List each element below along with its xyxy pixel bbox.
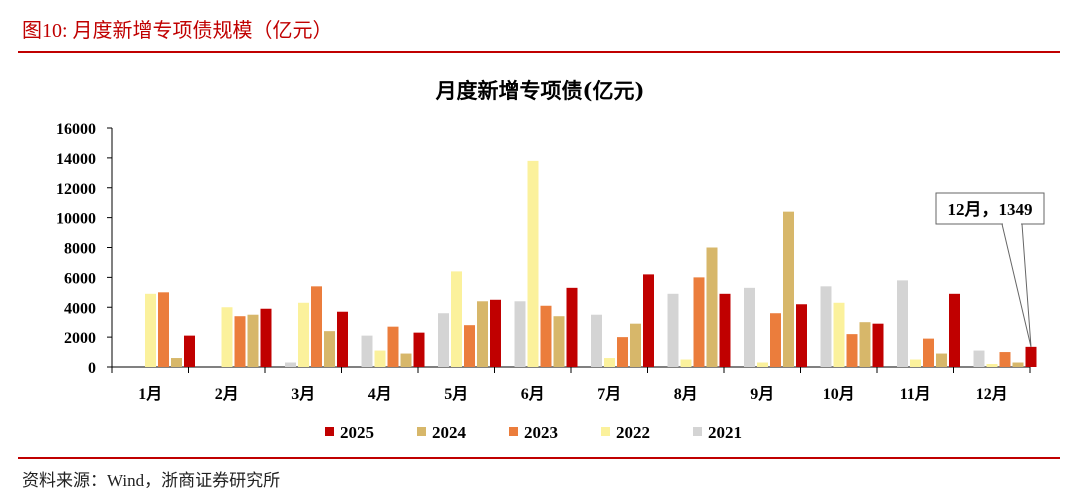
x-tick-label: 10月 [823, 385, 855, 403]
bar-2023-7月 [617, 337, 628, 367]
bar-2025-5月 [490, 299, 501, 367]
x-tick-label: 3月 [291, 385, 315, 403]
x-tick-label: 4月 [368, 385, 392, 403]
bar-2022-3月 [298, 302, 309, 367]
bar-2023-12月 [999, 352, 1011, 367]
bar-2025-1月 [184, 335, 195, 367]
bar-2024-7月 [630, 323, 641, 367]
top-rule [18, 51, 1060, 53]
y-tick-label: 8000 [64, 241, 96, 258]
bar-2024-12月 [1012, 362, 1024, 367]
figure-title: 图10: 月度新增专项债规模（亿元） [22, 20, 333, 42]
y-tick-label: 2000 [64, 330, 96, 347]
bar-2024-9月 [783, 211, 794, 367]
bar-2021-8月 [667, 293, 679, 367]
bar-2021-4月 [361, 335, 373, 367]
x-tick-label: 11月 [900, 385, 931, 403]
bar-2025-2月 [260, 308, 272, 367]
bar-2023-9月 [770, 313, 781, 367]
bar-2024-1月 [171, 358, 182, 367]
y-tick-label: 0 [88, 360, 96, 377]
y-tick-label: 12000 [56, 181, 96, 198]
bar-2024-8月 [706, 247, 718, 367]
x-tick-label: 1月 [138, 385, 162, 403]
legend-label-2022: 2022 [616, 423, 650, 442]
bar-2022-6月 [527, 160, 539, 367]
bar-2025-12月 [1025, 346, 1037, 367]
bar-2024-5月 [477, 301, 488, 367]
x-tick-label: 7月 [597, 385, 621, 403]
bar-2023-5月 [464, 325, 475, 367]
bar-2024-4月 [400, 353, 412, 367]
bar-2022-10月 [833, 302, 845, 367]
bar-2025-7月 [643, 274, 654, 367]
bar-2025-8月 [719, 293, 731, 367]
bar-2023-2月 [234, 316, 246, 367]
y-tick-label: 10000 [56, 211, 96, 228]
y-tick-label: 6000 [64, 270, 96, 287]
bar-2024-2月 [247, 314, 259, 367]
chart-title: 月度新增专项债(亿元) [435, 78, 645, 103]
x-tick-label: 12月 [976, 385, 1008, 403]
bar-2022-12月 [986, 364, 998, 367]
y-tick-label: 14000 [56, 151, 96, 168]
bottom-rule [18, 457, 1060, 459]
bar-2022-7月 [604, 358, 615, 367]
bar-2025-9月 [796, 304, 807, 367]
legend-label-2025: 2025 [340, 423, 374, 442]
bar-2024-10月 [859, 322, 871, 367]
x-tick-label: 2月 [215, 385, 239, 403]
bar-2022-5月 [451, 271, 462, 367]
bar-2021-5月 [438, 313, 449, 367]
bar-2021-9月 [744, 287, 755, 367]
x-tick-label: 5月 [444, 385, 468, 403]
bar-2022-4月 [374, 350, 386, 367]
bar-2023-11月 [923, 338, 934, 367]
bar-2021-3月 [285, 362, 296, 367]
annotation-label: 12月，1349 [948, 200, 1033, 219]
bar-2023-6月 [540, 305, 552, 367]
bar-2025-6月 [566, 287, 578, 367]
legend-label-2021: 2021 [708, 423, 742, 442]
bar-2022-1月 [145, 293, 156, 367]
bar-2023-1月 [158, 292, 169, 367]
source-note: 资料来源：Wind，浙商证券研究所 [22, 471, 281, 490]
bar-2023-4月 [387, 326, 399, 367]
bar-2021-11月 [897, 280, 908, 367]
bar-2022-8月 [680, 359, 692, 367]
x-tick-label: 6月 [521, 385, 545, 403]
legend-label-2023: 2023 [524, 423, 558, 442]
bar-2024-3月 [324, 331, 335, 367]
x-tick-label: 9月 [750, 385, 774, 403]
bar-2022-11月 [910, 359, 921, 367]
y-tick-label: 4000 [64, 300, 96, 317]
bar-2023-8月 [693, 277, 705, 367]
legend-swatch-2021 [693, 427, 702, 436]
bar-2021-12月 [973, 350, 985, 367]
bar-2023-10月 [846, 334, 858, 367]
annotation-box [935, 192, 1045, 225]
legend-swatch-2025 [325, 427, 334, 436]
legend-swatch-2022 [601, 427, 610, 436]
y-tick-label: 16000 [56, 121, 96, 138]
bar-2025-10月 [872, 323, 884, 367]
legend-label-2024: 2024 [432, 423, 467, 442]
bar-2021-7月 [591, 314, 602, 367]
x-tick-label: 8月 [674, 385, 698, 403]
bar-2023-3月 [311, 286, 322, 367]
bar-2022-2月 [221, 307, 233, 367]
bar-2024-11月 [936, 353, 947, 367]
bar-2021-10月 [820, 286, 832, 367]
bar-2022-9月 [757, 362, 768, 367]
bar-2024-6月 [553, 316, 565, 367]
bar-2025-3月 [337, 311, 348, 367]
bar-2025-11月 [949, 293, 960, 367]
bar-2025-4月 [413, 332, 425, 367]
legend-swatch-2024 [417, 427, 426, 436]
legend-swatch-2023 [509, 427, 518, 436]
annotation-pointer [1001, 223, 1032, 347]
bar-2021-6月 [514, 301, 526, 367]
